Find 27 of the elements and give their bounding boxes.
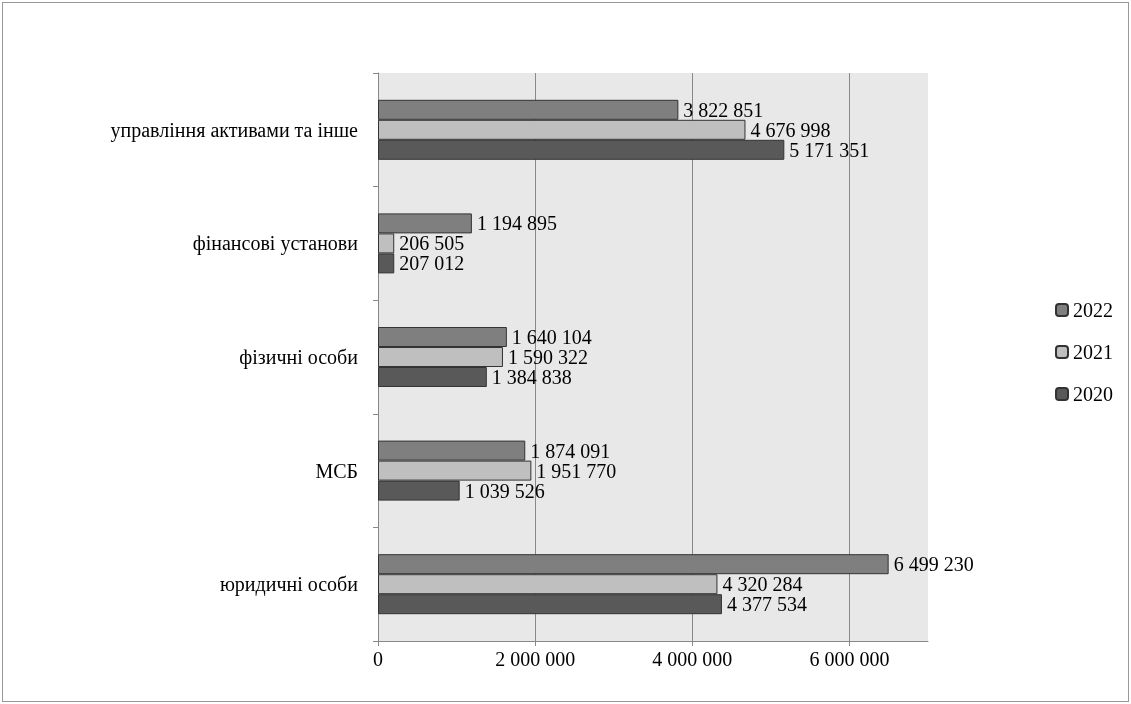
x-tick-label: 0	[373, 648, 383, 670]
legend-label: 2021	[1073, 341, 1113, 363]
y-tick-label: управління активами та інше	[110, 118, 359, 142]
data-label: 4 320 284	[722, 573, 803, 596]
data-label: 1 384 838	[491, 366, 572, 388]
data-label: 207 012	[399, 252, 465, 275]
data-label: 4 377 534	[726, 593, 807, 616]
data-label: 1 590 322	[507, 346, 588, 368]
y-tick-label: фінансові установи	[192, 232, 359, 256]
x-tick-label: 4 000 000	[652, 648, 733, 670]
x-tick-label: 2 000 000	[495, 648, 576, 670]
x-tick-label: 6 000 000	[809, 648, 890, 670]
data-label: 6 499 230	[893, 553, 974, 576]
data-label: 1 039 526	[464, 479, 545, 502]
data-label: 1 194 895	[476, 212, 557, 235]
data-label: 206 505	[399, 232, 465, 255]
y-tick-label: юридичні особи	[219, 573, 359, 597]
y-tick-label: МСБ	[315, 459, 358, 482]
y-tick-label: фізичні особи	[239, 346, 359, 369]
legend-label: 2020	[1073, 383, 1113, 405]
data-label: 4 676 998	[750, 118, 831, 141]
data-label: 3 822 851	[683, 98, 764, 121]
data-label: 1 951 770	[536, 459, 617, 482]
legend-label: 2022	[1073, 299, 1113, 321]
data-label: 5 171 351	[789, 138, 870, 161]
data-label: 1 640 104	[511, 326, 592, 348]
data-label: 1 874 091	[530, 439, 611, 462]
